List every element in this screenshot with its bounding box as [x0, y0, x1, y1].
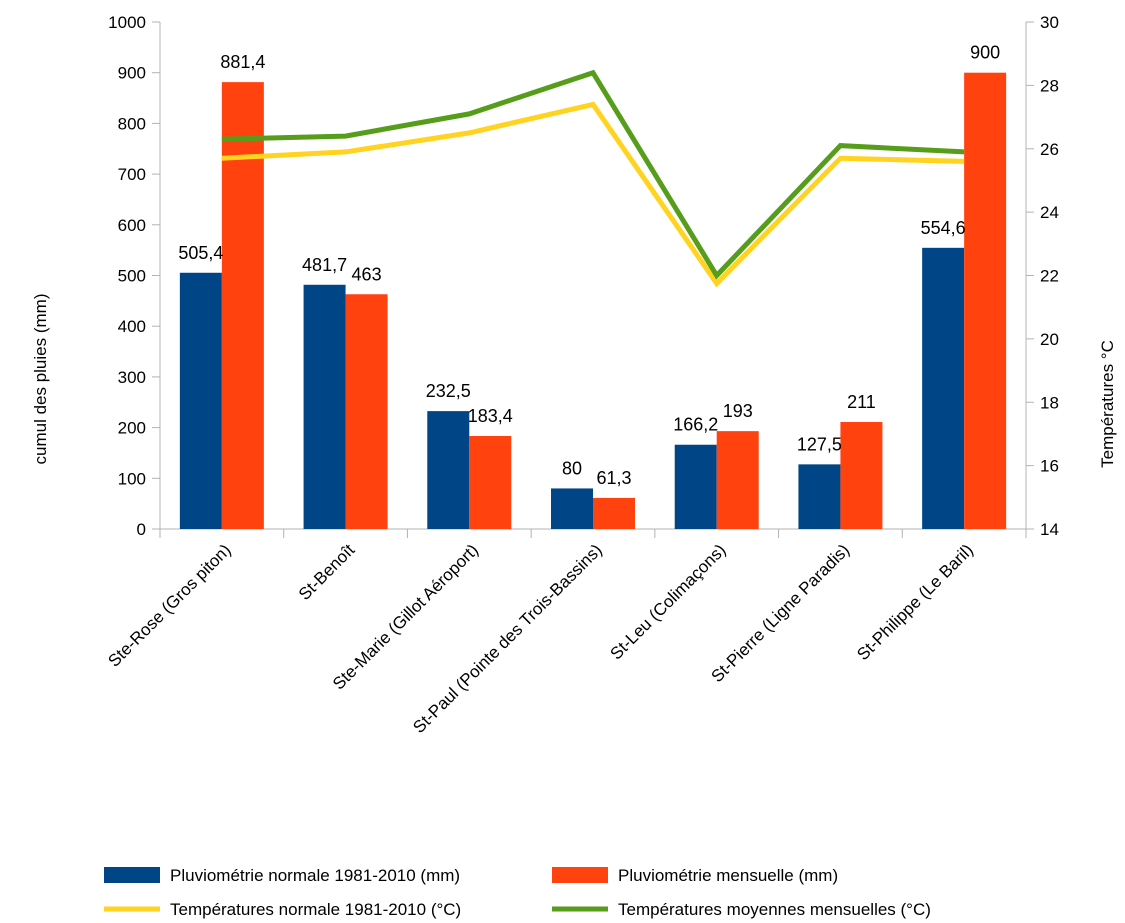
- bar-data-label: 211: [847, 392, 876, 412]
- bar-data-label: 463: [352, 264, 382, 284]
- y-left-tick-label: 600: [118, 216, 146, 235]
- y-left-tick-label: 900: [118, 64, 146, 83]
- x-tick-label: St-Pierre (Ligne Paradis): [708, 540, 854, 686]
- bars: [179, 72, 1007, 530]
- temperature-lines: [221, 69, 965, 288]
- y-left-tick-label: 700: [118, 165, 146, 184]
- y-right-tick-label: 24: [1040, 203, 1059, 222]
- y-left-tick-label: 400: [118, 317, 146, 336]
- legend-swatch: [552, 867, 608, 883]
- x-tick-labels: Ste-Rose (Gros piton) St-BenoîtSte-Marie …: [104, 540, 977, 737]
- bar-data-label: 900: [970, 43, 1000, 63]
- legend: Pluviométrie normale 1981-2010 (mm) Pluvi…: [104, 866, 931, 919]
- x-tick-label: St-Leu (Colimaçons): [607, 540, 730, 663]
- bar-series-1: [179, 272, 222, 529]
- y-right-tick-label: 26: [1040, 140, 1059, 159]
- bar-series-2: [221, 82, 264, 530]
- data-labels: 505,4 481,7 232,5 80 166,2 127,5 554,6 881,4 463…: [178, 43, 1000, 488]
- bar-series-1: [674, 444, 717, 529]
- bar-data-label: 166,2: [673, 415, 718, 435]
- legend-label: Températures moyennes mensuelles (°C): [618, 900, 931, 919]
- bar-data-label: 554,6: [921, 218, 966, 238]
- bar-data-label: 481,7: [302, 255, 347, 275]
- y-right-tick-label: 28: [1040, 76, 1059, 95]
- x-tick-label: St-Benoît: [295, 540, 359, 604]
- bar-data-label: 232,5: [426, 381, 471, 401]
- x-tick-label: St-Philippe (Le Baril): [853, 540, 977, 664]
- y-right-tick-label: 22: [1040, 267, 1059, 286]
- bar-series-2: [469, 436, 512, 529]
- bar-data-label: 80: [562, 458, 582, 478]
- y-right-tick-label: 18: [1040, 393, 1059, 412]
- bar-series-2: [716, 431, 759, 529]
- bar-data-label: 127,5: [797, 434, 842, 454]
- y-right-tick-label: 16: [1040, 457, 1059, 476]
- legend-label: Pluviométrie mensuelle (mm): [618, 866, 838, 885]
- y-left-tick-label: 800: [118, 114, 146, 133]
- bar-series-1: [427, 411, 470, 529]
- y-left-tick-label: 300: [118, 368, 146, 387]
- legend-label: Pluviométrie normale 1981-2010 (mm): [170, 866, 460, 885]
- bar-data-label: 183,4: [468, 406, 513, 426]
- y-left-tick-label: 100: [118, 469, 146, 488]
- x-tick-label: Ste-Rose (Gros piton): [104, 540, 234, 670]
- bar-series-1: [798, 464, 841, 529]
- bar-series-2: [964, 72, 1007, 529]
- line-series-1: [221, 101, 965, 288]
- bar-data-label: 505,4: [178, 243, 223, 263]
- bar-data-label: 193: [723, 401, 753, 421]
- bar-series-1: [922, 247, 965, 529]
- y-right-tick-label: 14: [1040, 520, 1059, 539]
- legend-swatch: [104, 867, 160, 883]
- x-tick-label: Ste-Marie (Gillot Aéroport): [329, 540, 482, 693]
- bar-series-2: [840, 422, 883, 529]
- bar-series-1: [551, 488, 593, 529]
- bar-series-2: [345, 294, 388, 529]
- y-left-tick-label: 0: [137, 520, 146, 539]
- y-left-tick-label: 200: [118, 419, 146, 438]
- axes: 0 100 200 300 400 500 600 700 800 900 1000 14 16 18 20…: [108, 13, 1059, 539]
- y-left-tick-label: 1000: [108, 13, 146, 32]
- bar-data-label: 61,3: [596, 468, 631, 488]
- y-right-axis-title: Températures °C: [1098, 340, 1117, 468]
- y-left-tick-label: 500: [118, 267, 146, 286]
- bar-series-2: [593, 497, 635, 529]
- y-right-tick-label: 30: [1040, 13, 1059, 32]
- bar-data-label: 881,4: [220, 52, 265, 72]
- legend-label: Températures normale 1981-2010 (°C): [170, 900, 461, 919]
- y-right-tick-label: 20: [1040, 330, 1059, 349]
- y-left-axis-title: cumul des pluies (mm): [31, 294, 50, 465]
- bar-series-1: [303, 284, 346, 529]
- line-series-2: [221, 69, 965, 280]
